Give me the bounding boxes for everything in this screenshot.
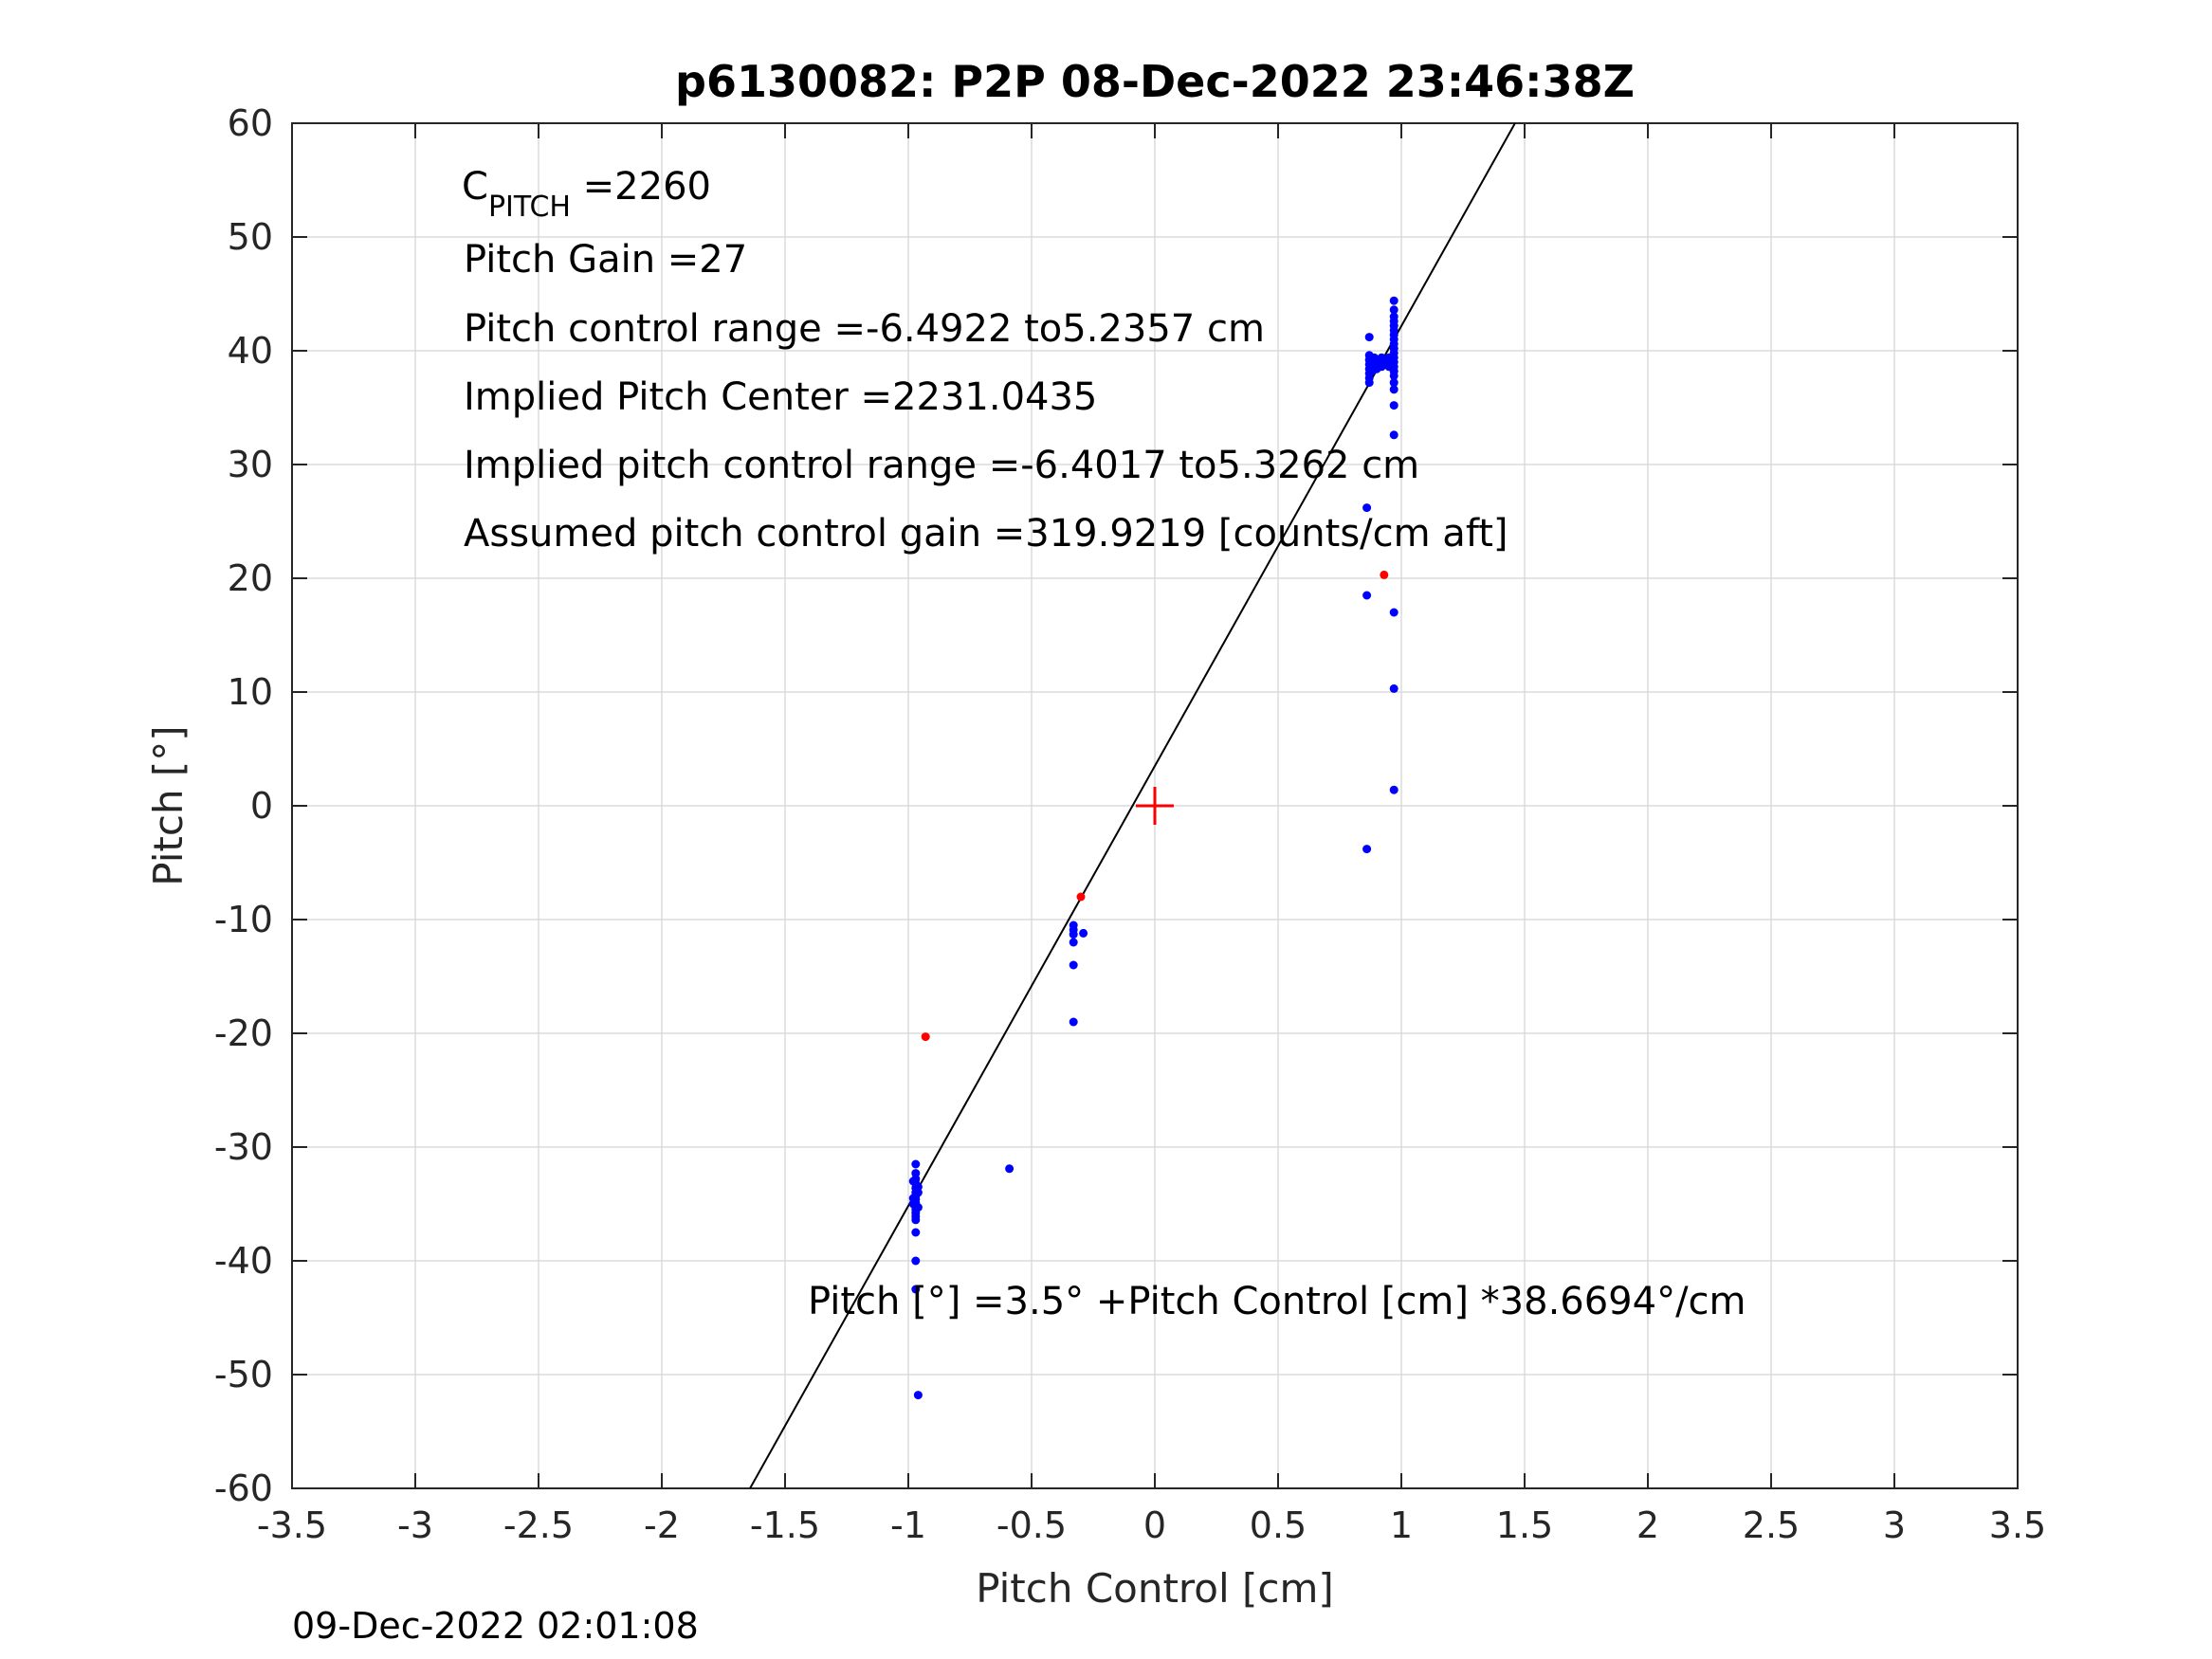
footer-timestamp: 09-Dec-2022 02:01:08 [292, 1605, 699, 1647]
data-point [1389, 378, 1398, 388]
data-point [1069, 930, 1078, 939]
data-point [1076, 892, 1086, 902]
y-tick-label: -50 [214, 1354, 273, 1395]
data-point [1380, 570, 1389, 579]
cpitch-letter: C [462, 165, 488, 209]
x-tick-label: 0.5 [1250, 1504, 1307, 1546]
axis-ticks [291, 122, 2019, 1489]
data-point [911, 1228, 921, 1237]
grid [292, 123, 2018, 1488]
cpitch-value: =2260 [571, 165, 711, 209]
y-tick-label: 50 [228, 216, 273, 258]
x-tick-label: 2 [1636, 1504, 1659, 1546]
x-tick-label: 2.5 [1743, 1504, 1800, 1546]
data-point [913, 1182, 923, 1192]
x-tick-label: 1 [1390, 1504, 1413, 1546]
data-point [1069, 1017, 1078, 1027]
x-tick-label: -0.5 [996, 1504, 1067, 1546]
data-point [911, 1159, 921, 1169]
data-point [1389, 608, 1398, 617]
x-tick-label: 1.5 [1496, 1504, 1553, 1546]
data-point [1362, 591, 1372, 600]
data-point [1389, 684, 1398, 693]
data-point [921, 1032, 930, 1042]
y-axis-label: Pitch [°] [145, 725, 192, 885]
implied-pitch-range-annotation: Implied pitch control range =-6.4017 to5… [464, 444, 1419, 487]
data-point [1079, 928, 1088, 938]
y-tick-label: -60 [214, 1468, 273, 1509]
data-point [1389, 296, 1398, 305]
data-point [1362, 845, 1372, 854]
data-point [911, 1215, 921, 1225]
y-tick-label: -30 [214, 1126, 273, 1168]
x-tick-labels: -3.5 -3 -2.5 -2 -1.5 -1 -0.5 0 0.5 1 1.5 2 2.5 3 3.5 [257, 1504, 2046, 1546]
x-tick-label: 3.5 [1989, 1504, 2046, 1546]
fit-line-group [749, 122, 1516, 1489]
x-tick-label: -1 [890, 1504, 926, 1546]
data-point [913, 1391, 923, 1400]
pitch-gain-annotation: Pitch Gain =27 [464, 238, 747, 282]
y-tick-label: -10 [214, 899, 273, 940]
y-tick-label: 30 [228, 444, 273, 485]
center-marker-group [1136, 787, 1174, 825]
data-point [911, 1256, 921, 1266]
y-tick-label: 60 [228, 102, 273, 144]
x-tick-label: -2 [644, 1504, 680, 1546]
x-tick-label: -3 [397, 1504, 433, 1546]
cpitch-annotation: CPITCH =2260 [462, 165, 711, 224]
data-point [911, 1285, 921, 1294]
implied-pitch-center-annotation: Implied Pitch Center =2231.0435 [464, 375, 1097, 419]
fit-line [749, 122, 1516, 1489]
assumed-gain-annotation: Assumed pitch control gain =319.9219 [co… [464, 512, 1508, 556]
y-tick-label: 0 [250, 785, 273, 827]
y-tick-label: -40 [214, 1240, 273, 1282]
data-point [1069, 960, 1078, 970]
y-tick-label: 20 [228, 557, 273, 599]
cpitch-subscript: PITCH [488, 191, 571, 224]
chart-title: p6130082: P2P 08-Dec-2022 23:46:38Z [675, 56, 1635, 107]
x-axis-label: Pitch Control [cm] [976, 1565, 1334, 1612]
data-point [1362, 503, 1372, 513]
x-tick-label: 0 [1143, 1504, 1166, 1546]
data-point [1389, 305, 1398, 315]
data-point [1389, 385, 1398, 394]
y-tick-label: 10 [228, 671, 273, 713]
fit-equation-annotation: Pitch [°] =3.5° +Pitch Control [cm] *38.… [808, 1280, 1746, 1323]
data-point [1069, 938, 1078, 947]
data-point [1389, 430, 1398, 440]
y-tick-label: -20 [214, 1012, 273, 1054]
y-tick-label: 40 [228, 330, 273, 372]
x-tick-label: -2.5 [503, 1504, 574, 1546]
x-tick-label: -1.5 [750, 1504, 820, 1546]
data-point [908, 1176, 918, 1186]
data-point [1364, 333, 1374, 342]
y-tick-labels: 60 50 40 30 20 10 0 -10 -20 -30 -40 -50 -60 [214, 102, 273, 1509]
data-point [1389, 401, 1398, 410]
data-point [1005, 1164, 1015, 1174]
x-tick-label: -3.5 [257, 1504, 327, 1546]
data-point [1389, 785, 1398, 794]
pitch-control-range-annotation: Pitch control range =-6.4922 to5.2357 cm [464, 307, 1265, 351]
data-points [908, 296, 1398, 1400]
data-point [913, 1203, 923, 1212]
data-point [1389, 312, 1398, 321]
x-tick-label: 3 [1883, 1504, 1906, 1546]
